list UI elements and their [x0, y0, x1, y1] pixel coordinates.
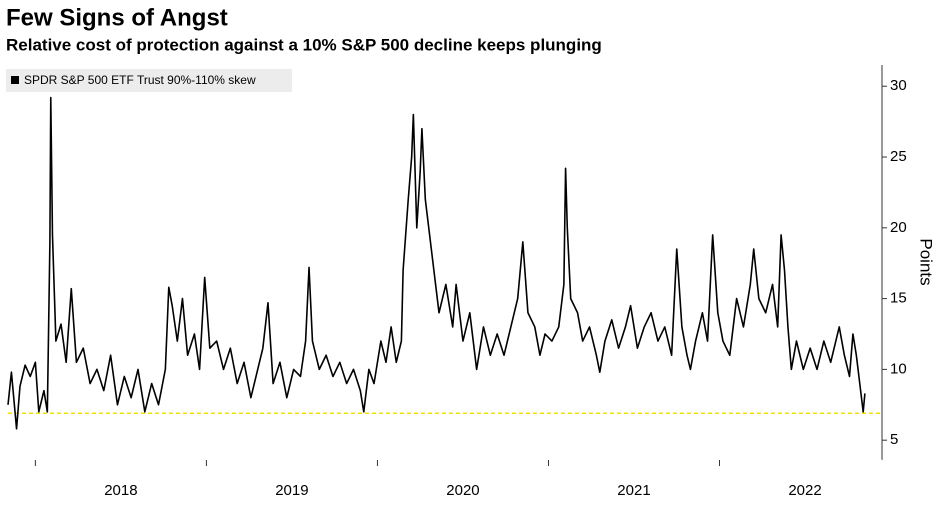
- y-tick-label: 25: [890, 148, 907, 165]
- data-line: [7, 96, 866, 430]
- chart-subtitle: Relative cost of protection against a 10…: [6, 35, 602, 54]
- x-tick-label: 2020: [446, 482, 479, 499]
- y-axis-label: Points: [917, 238, 936, 285]
- y-tick-label: 30: [890, 77, 907, 94]
- legend-swatch: [11, 76, 19, 84]
- x-tick-label: 2019: [275, 482, 308, 499]
- y-tick-label: 20: [890, 219, 907, 236]
- y-tick-label: 5: [890, 431, 898, 448]
- legend-label: SPDR S&P 500 ETF Trust 90%-110% skew: [24, 73, 256, 87]
- legend-box: [6, 69, 292, 92]
- x-tick-label: 2022: [788, 482, 821, 499]
- x-tick-label: 2021: [617, 482, 650, 499]
- chart-title: Few Signs of Angst: [6, 4, 228, 31]
- y-tick-label: 10: [890, 360, 907, 377]
- x-tick-label: 2018: [104, 482, 137, 499]
- y-tick-label: 15: [890, 290, 907, 307]
